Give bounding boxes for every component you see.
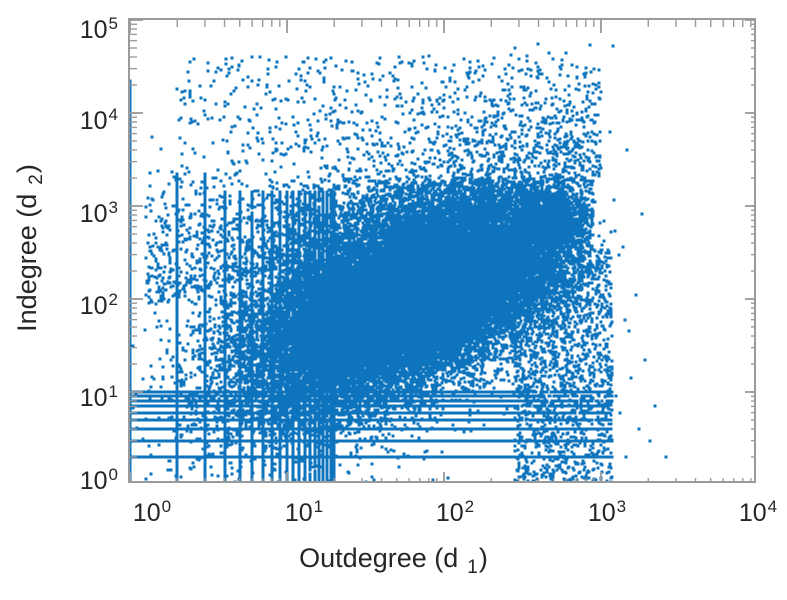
xtick-label-1e4: 104 — [738, 497, 778, 527]
ytick-label-1e3: 103 — [79, 198, 118, 228]
plot-area — [128, 18, 756, 483]
ytick-label-1e2: 102 — [79, 290, 118, 320]
scatter-points-layer — [130, 42, 668, 481]
ytick-label-1e4: 104 — [79, 105, 118, 135]
ytick-label-1e1: 101 — [79, 382, 118, 412]
xtick-label-1e2: 102 — [435, 497, 475, 527]
x-axis-label: Outdegree (d 1) — [299, 543, 488, 578]
xtick-label-1e1: 101 — [284, 497, 324, 527]
ytick-label-1e0: 100 — [79, 465, 118, 495]
y-axis-label-wrapper: Indegree (d2) — [12, 28, 52, 468]
xtick-label-1e0: 100 — [132, 497, 172, 527]
xtick-label-1e3: 103 — [587, 497, 627, 527]
ytick-label-1e5: 105 — [79, 14, 118, 44]
y-axis-label: Indegree (d2) — [12, 164, 47, 332]
